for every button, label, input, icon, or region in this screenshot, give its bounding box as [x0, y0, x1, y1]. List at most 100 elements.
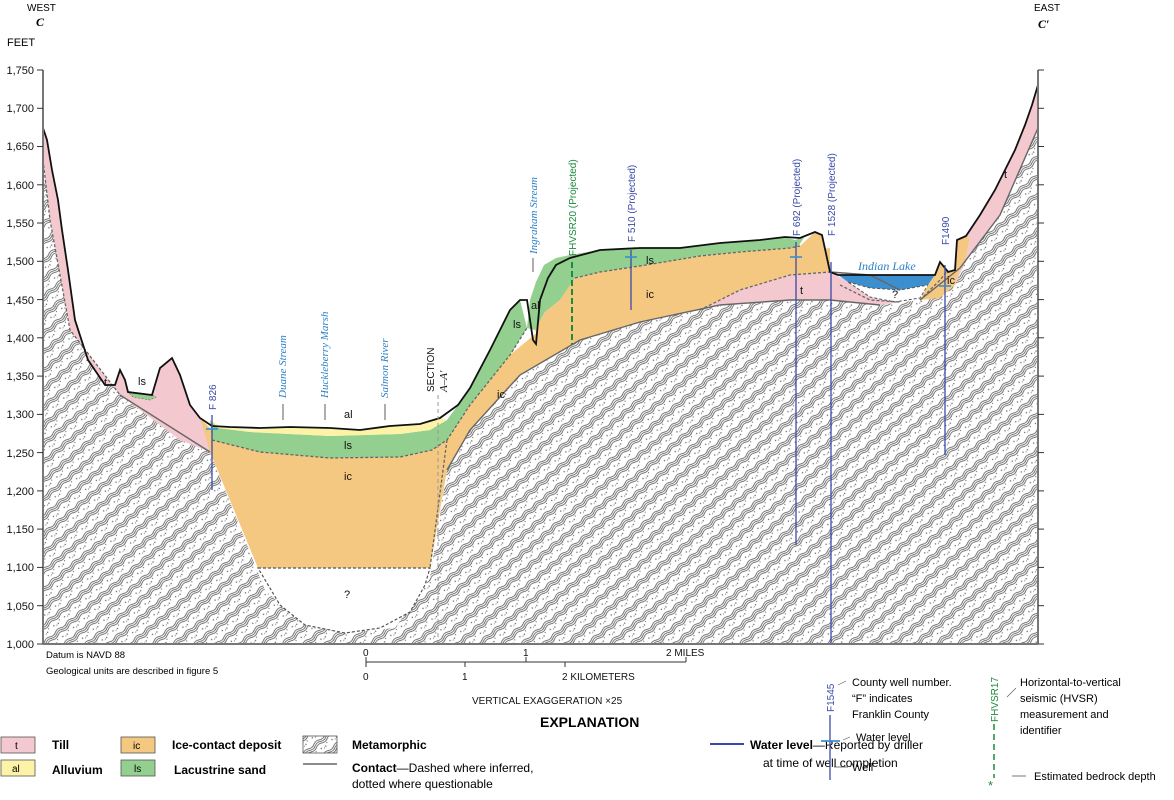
legend-well: F1545 County well number. “F” indicates … [821, 677, 952, 780]
svg-text:*: * [988, 778, 993, 793]
unknown-basin [256, 567, 431, 634]
svg-text:F1545: F1545 [826, 683, 837, 712]
svg-text:Lacustrine sand: Lacustrine sand [174, 763, 266, 777]
legend-metamorphic: Metamorphic [302, 735, 427, 754]
svg-text:t: t [15, 741, 18, 752]
east-letter: C′ [1038, 17, 1049, 31]
svg-text:t: t [104, 377, 107, 389]
svg-text:1,650: 1,650 [6, 141, 34, 153]
svg-text:County well number.: County well number. [852, 677, 952, 689]
well-f1528-label: F 1528 (Projected) [827, 153, 838, 236]
well-f1490[interactable] [939, 265, 951, 455]
huckleberry-marsh-label: Huckleberry Marsh [319, 311, 331, 399]
svg-text:1,350: 1,350 [6, 371, 34, 383]
alluvium-valley [210, 418, 447, 436]
feature-labels: Duane Stream Huckleberry Marsh Salmon Ri… [277, 177, 916, 399]
svg-text:2 KILOMETERS: 2 KILOMETERS [562, 672, 635, 683]
legend-till: t Till [0, 736, 69, 754]
datum-note: Datum is NAVD 88 [46, 650, 125, 661]
svg-text:1: 1 [462, 672, 468, 683]
legend-lacustrine: ls Lacustrine sand [120, 759, 266, 777]
svg-text:0: 0 [363, 672, 369, 683]
well-labels: F 826 F 510 (Projected) F 692 (Projected… [208, 153, 952, 410]
svg-text:ls: ls [344, 440, 352, 452]
svg-text:t: t [800, 285, 803, 297]
metamorphic-bedrock [43, 128, 1038, 644]
svg-text:Franklin County: Franklin County [852, 709, 930, 721]
svg-text:ic: ic [133, 741, 140, 752]
feature-leaders [282, 258, 534, 420]
contact-lines [119, 127, 1039, 471]
well-f1490-label: F1490 [941, 216, 952, 245]
explanation-title: EXPLANATION [540, 714, 639, 730]
svg-text:ic: ic [947, 275, 955, 287]
legend-alluvium: al Alluvium [0, 759, 103, 777]
svg-text:Contact—Dashed where inferred,: Contact—Dashed where inferred, [352, 761, 533, 775]
svg-text:ls: ls [134, 764, 141, 775]
east-label: EAST [1034, 3, 1060, 14]
till-east-slope [955, 85, 1038, 285]
svg-text:?: ? [892, 289, 898, 301]
svg-text:ls: ls [513, 319, 521, 331]
section-id-label: A–A′ [438, 370, 450, 393]
svg-text:Water level—Reported by drille: Water level—Reported by driller [750, 738, 923, 752]
svg-text:measurement and: measurement and [1020, 709, 1109, 721]
lake-unknown-fill [847, 281, 930, 303]
ingraham-stream-label: Ingraham Stream [528, 177, 540, 255]
svg-text:1,500: 1,500 [6, 256, 34, 268]
lacustrine-valley [210, 300, 527, 458]
svg-text:Horizontal-to-vertical: Horizontal-to-vertical [1020, 677, 1121, 689]
svg-text:Metamorphic: Metamorphic [352, 738, 427, 752]
duane-stream-label: Duane Stream [277, 335, 289, 399]
well-f510[interactable] [625, 250, 637, 310]
y-ticks [37, 69, 1044, 645]
lacustrine-ingraham [527, 236, 805, 330]
svg-text:1,000: 1,000 [6, 639, 34, 651]
well-f692-label: F 692 (Projected) [792, 159, 803, 236]
svg-text:“F” indicates: “F” indicates [852, 693, 913, 705]
unit-labels: t ls al ls ic ? ic ls al ls ic t ? ic t [104, 169, 1007, 601]
svg-text:dotted where questionable: dotted where questionable [352, 777, 493, 791]
well-f826[interactable] [206, 415, 218, 490]
ground-surface [42, 84, 1039, 431]
svg-text:1,400: 1,400 [6, 333, 34, 345]
well-f510-label: F 510 (Projected) [627, 165, 638, 242]
well-f826-label: F 826 [208, 384, 219, 410]
svg-text:0: 0 [363, 648, 369, 659]
hvsr20-label: FHVSR20 (Projected) [568, 159, 579, 256]
scale-bar [365, 657, 687, 667]
y-unit-label: FEET [7, 37, 35, 49]
svg-text:ic: ic [646, 289, 654, 301]
salmon-river-label: Salmon River [379, 338, 391, 398]
svg-text:1,150: 1,150 [6, 524, 34, 536]
svg-text:1,750: 1,750 [6, 65, 34, 77]
well-f692[interactable] [790, 242, 802, 545]
legend-hvsr: FHVSR17 * Horizontal-to-vertical seismic… [988, 677, 1156, 793]
scale-labels: 0 1 2 MILES 0 1 2 KILOMETERS VERTICAL EX… [363, 648, 705, 707]
west-label: WEST [27, 3, 56, 14]
svg-text:ls: ls [138, 376, 146, 388]
svg-text:1,200: 1,200 [6, 486, 34, 498]
svg-text:1,300: 1,300 [6, 409, 34, 421]
svg-text:Till: Till [52, 738, 69, 752]
svg-text:1,100: 1,100 [6, 562, 34, 574]
svg-text:Well: Well [852, 762, 873, 774]
svg-text:ls: ls [646, 255, 654, 267]
svg-text:Ice-contact deposit: Ice-contact deposit [172, 738, 281, 752]
svg-text:2 MILES: 2 MILES [666, 648, 705, 659]
svg-text:t: t [1004, 169, 1007, 181]
ice-contact-upland [535, 232, 830, 355]
svg-text:1,250: 1,250 [6, 448, 34, 460]
svg-text:Estimated bedrock depth: Estimated bedrock depth [1034, 771, 1156, 783]
svg-text:Alluvium: Alluvium [52, 763, 103, 777]
svg-text:1,450: 1,450 [6, 295, 34, 307]
svg-text:al: al [531, 300, 540, 312]
svg-text:1,050: 1,050 [6, 601, 34, 613]
svg-text:1: 1 [523, 648, 529, 659]
svg-text:1,600: 1,600 [6, 180, 34, 192]
svg-text:?: ? [344, 589, 350, 601]
svg-text:al: al [344, 409, 353, 421]
svg-text:1,550: 1,550 [6, 218, 34, 230]
till-east-upland [700, 272, 900, 310]
